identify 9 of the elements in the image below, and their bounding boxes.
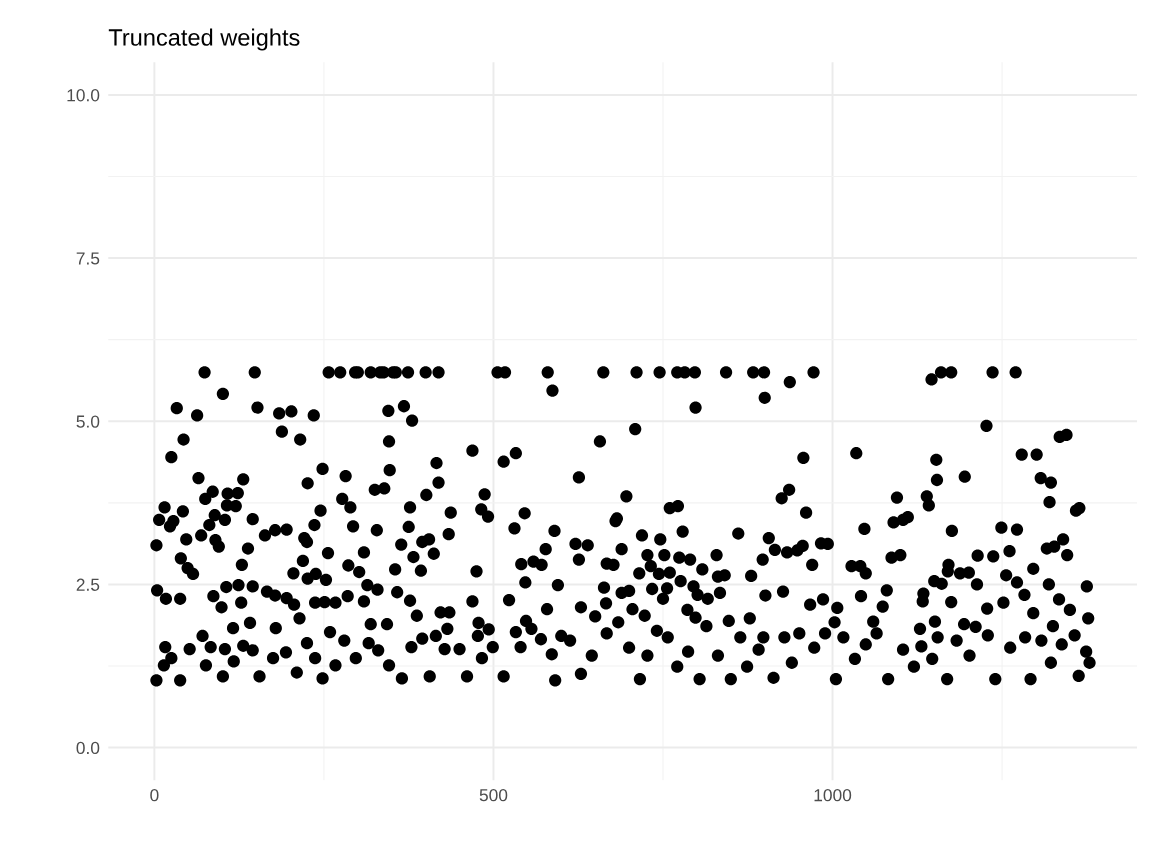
y-tick-label: 2.5 <box>76 578 100 591</box>
y-tick-label: 0.0 <box>76 741 100 755</box>
chart-title: Truncated weights <box>108 28 300 51</box>
y-tick-label: 5.0 <box>76 415 100 428</box>
y-tick-label: 7.5 <box>76 252 100 265</box>
x-tick-label: 1000 <box>814 789 852 802</box>
y-tick-label: 10.0 <box>67 89 100 102</box>
x-tick-label: 0 <box>150 789 159 802</box>
x-tick-label: 500 <box>479 789 508 802</box>
